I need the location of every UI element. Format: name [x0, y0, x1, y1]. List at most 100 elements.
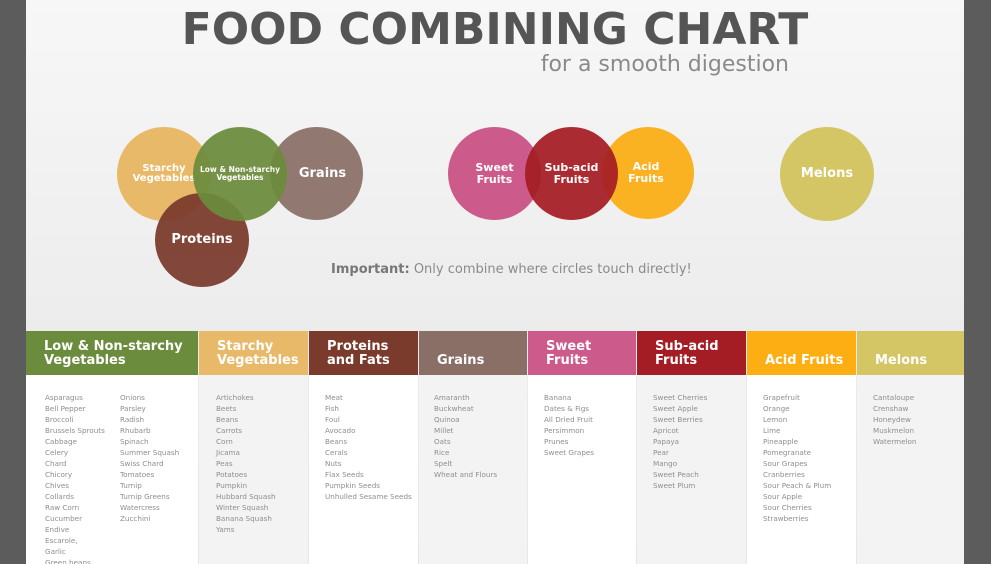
- food-item: Carrots: [216, 426, 243, 435]
- poster: FOOD COMBINING CHART for a smooth digest…: [26, 0, 964, 564]
- food-item: Quinoa: [434, 415, 460, 424]
- food-item: Cucumber: [45, 514, 83, 523]
- food-item: Beets: [216, 404, 237, 413]
- food-item: Apricot: [653, 426, 679, 435]
- circle-label: Proteins: [171, 232, 233, 248]
- circle-label: Grains: [298, 165, 347, 181]
- column-header: Sub-acid Fruits: [637, 331, 746, 375]
- food-item: Amaranth: [434, 393, 470, 402]
- food-item: Lime: [763, 426, 781, 435]
- food-item: Wheat and Flours: [434, 470, 498, 479]
- food-item: Bell Pepper: [45, 404, 86, 413]
- food-item: Pineapple: [763, 437, 799, 446]
- food-item: Muskmelon: [873, 426, 915, 435]
- column-header: Low & Non-starchy Vegetables: [26, 331, 198, 375]
- food-item: Swiss Chard: [120, 459, 164, 468]
- food-item: Peas: [216, 459, 233, 468]
- column-header: Acid Fruits: [747, 331, 856, 375]
- circle-label: Sub-acid Fruits: [544, 160, 599, 186]
- food-item: Nuts: [325, 459, 342, 468]
- food-table: Low & Non-starchy Vegetables Asparagus Be…: [26, 331, 964, 564]
- food-item: Spinach: [120, 437, 149, 446]
- food-item: Unhulled Sesame Seeds: [325, 492, 412, 501]
- food-item: Banana Squash: [216, 514, 272, 523]
- food-item: Celery: [45, 448, 69, 457]
- food-item: Beans: [216, 415, 239, 424]
- food-item: Millet: [434, 426, 454, 435]
- food-item: Raw Corn: [45, 503, 80, 512]
- food-item: Green beans: [45, 558, 91, 564]
- circle-low-non-starchy-vegetables: Low & Non-starchy Vegetables: [193, 127, 287, 221]
- column-sweet-fruits: Sweet Fruits Banana Dates & Figs All Dried…: [528, 331, 636, 564]
- food-item: Pumpkin: [216, 481, 248, 490]
- food-item: Pomegranate: [763, 448, 812, 457]
- food-item: Honeydew: [873, 415, 911, 424]
- circle-label: Sweet Fruits: [475, 160, 514, 186]
- food-item: Chives: [45, 481, 69, 490]
- food-item: Turnip: [120, 481, 142, 490]
- food-item: Parsley: [120, 404, 146, 413]
- food-item: Dates & Figs: [544, 404, 590, 413]
- circle-label: Acid Fruits: [628, 160, 664, 185]
- food-item: Corn: [216, 437, 233, 446]
- food-list: Artichokes Beets Beans Carrots Corn Jicama Pea…: [216, 392, 276, 535]
- food-item: Onions: [120, 393, 145, 402]
- note-text: Only combine where circles touch directl…: [409, 262, 692, 277]
- food-item: Strawberries: [763, 514, 809, 523]
- food-item: Watermelon: [873, 437, 917, 446]
- food-list: Sweet Cherries Sweet Apple Sweet Berries Ap…: [653, 392, 707, 491]
- food-item: Buckwheat: [434, 404, 474, 413]
- circle-label: Melons: [800, 166, 854, 182]
- food-item: Rhubarb: [120, 426, 151, 435]
- food-item: Broccoli: [45, 415, 74, 424]
- food-list: Cantaloupe Crenshaw Honeydew Muskmelon Water…: [873, 392, 917, 447]
- food-item: Endive: [45, 525, 70, 534]
- food-item: Escarole,: [45, 536, 78, 545]
- food-item: Pear: [653, 448, 669, 457]
- food-list: Meat Fish Foul Avocado Beans Cerals Nuts Flax S…: [325, 392, 412, 502]
- food-item: Beans: [325, 437, 348, 446]
- note-label: Important:: [331, 262, 410, 277]
- column-proteins-and-fats: Proteins and Fats Meat Fish Foul Avocado Bea…: [309, 331, 418, 564]
- food-item: Rice: [434, 448, 450, 457]
- food-item: Persimmon: [544, 426, 585, 435]
- food-item: Lemon: [763, 415, 788, 424]
- food-item: Sweet Grapes: [544, 448, 595, 457]
- food-item: Turnip Greens: [120, 492, 170, 501]
- food-item: Jicama: [216, 448, 240, 457]
- food-item: Watercress: [120, 503, 160, 512]
- column-starchy-vegetables: Starchy Vegetables Artichokes Beets Beans C…: [199, 331, 308, 564]
- food-item: Spelt: [434, 459, 453, 468]
- food-item: Cerals: [325, 448, 348, 457]
- food-item: Sweet Peach: [653, 470, 699, 479]
- food-item: Flax Seeds: [325, 470, 364, 479]
- food-item: Zucchini: [120, 514, 151, 523]
- food-item: Papaya: [653, 437, 680, 446]
- column-low-non-starchy-vegetables: Low & Non-starchy Vegetables Asparagus Be…: [26, 331, 198, 564]
- food-item: Mango: [653, 459, 678, 468]
- important-note: Important: Only combine where circles to…: [331, 262, 692, 277]
- circle-label: Starchy Vegetables: [132, 162, 196, 184]
- column-header: Proteins and Fats: [309, 331, 418, 375]
- circle-melons: Melons: [780, 127, 874, 221]
- food-item: Banana: [544, 393, 572, 402]
- food-list: Amaranth Buckwheat Quinoa Millet Oats Rice Spe…: [434, 392, 497, 480]
- food-item: Orange: [763, 404, 790, 413]
- food-item: Asparagus: [45, 393, 83, 402]
- food-item: Sour Peach & Plum: [763, 481, 832, 490]
- food-item: Prunes: [544, 437, 569, 446]
- food-item: Brussels Sprouts: [45, 426, 105, 435]
- food-item: Sweet Apple: [653, 404, 698, 413]
- chart-subtitle: for a smooth digestion: [540, 52, 789, 77]
- food-item: Radish: [120, 415, 145, 424]
- food-item: Pumpkin Seeds: [325, 481, 381, 490]
- food-list: Onions Parsley Radish Rhubarb Spinach Summer …: [120, 392, 179, 524]
- food-item: Collards: [45, 492, 74, 501]
- food-item: Chicory: [45, 470, 73, 479]
- food-item: Sour Apple: [763, 492, 803, 501]
- food-item: Sweet Plum: [653, 481, 696, 490]
- food-item: Cabbage: [45, 437, 77, 446]
- food-item: Oats: [434, 437, 451, 446]
- food-item: Potatoes: [216, 470, 248, 479]
- food-item: Garlic: [45, 547, 66, 556]
